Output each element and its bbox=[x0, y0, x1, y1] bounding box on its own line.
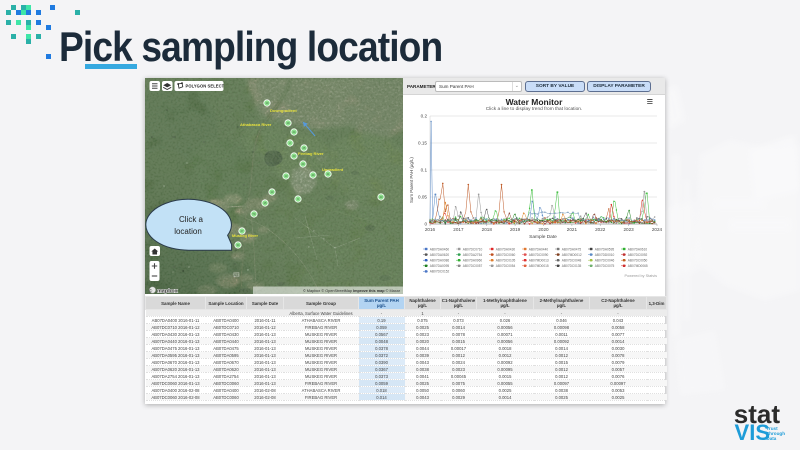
svg-text:location: location bbox=[174, 227, 202, 236]
svg-text:0.2: 0.2 bbox=[421, 114, 428, 119]
svg-text:AB07DA0595: AB07DA0595 bbox=[595, 247, 615, 251]
svg-text:0.15: 0.15 bbox=[418, 141, 427, 146]
svg-text:2024: 2024 bbox=[652, 227, 663, 232]
svg-text:©: © bbox=[149, 289, 153, 294]
svg-text:AB07DC0046: AB07DC0046 bbox=[595, 259, 615, 263]
svg-text:40: 40 bbox=[312, 173, 315, 177]
svg-text:23: 23 bbox=[293, 154, 296, 158]
svg-text:AB07DA0610: AB07DA0610 bbox=[628, 247, 648, 251]
svg-text:2016: 2016 bbox=[425, 227, 436, 232]
svg-text:AB07DA0475: AB07DA0475 bbox=[562, 247, 582, 251]
svg-text:AB07DC0092: AB07DC0092 bbox=[628, 253, 648, 257]
svg-text:13: 13 bbox=[285, 174, 288, 178]
svg-text:AB07DA0086: AB07DA0086 bbox=[430, 259, 450, 263]
svg-text:Downgradient: Downgradient bbox=[270, 108, 297, 113]
svg-text:34: 34 bbox=[237, 243, 240, 247]
svg-text:AB07DC0054: AB07DC0054 bbox=[496, 264, 516, 268]
svg-text:AB07DC0075: AB07DC0075 bbox=[595, 264, 615, 268]
svg-text:AB07DC0048: AB07DC0048 bbox=[562, 259, 582, 263]
svg-text:27: 27 bbox=[241, 229, 244, 233]
svg-text:AB07DA2754: AB07DA2754 bbox=[463, 253, 483, 257]
svg-text:0.05: 0.05 bbox=[418, 195, 427, 200]
svg-text:10: 10 bbox=[266, 101, 269, 105]
svg-text:AB07DC0152: AB07DC0152 bbox=[430, 270, 450, 274]
svg-text:AB07DA0430: AB07DA0430 bbox=[496, 247, 516, 251]
svg-text:AB07DC0050: AB07DC0050 bbox=[628, 259, 648, 263]
svg-text:Upgradient: Upgradient bbox=[322, 167, 344, 172]
svg-text:2020: 2020 bbox=[538, 227, 549, 232]
svg-text:AB07DD0010: AB07DD0010 bbox=[595, 253, 615, 257]
svg-text:20: 20 bbox=[302, 162, 305, 166]
svg-text:AB07DC0710: AB07DC0710 bbox=[463, 247, 483, 251]
svg-text:9: 9 bbox=[297, 197, 299, 201]
svg-text:AB07DC0060: AB07DC0060 bbox=[496, 253, 516, 257]
svg-text:AB07MD0012: AB07MD0012 bbox=[562, 253, 582, 257]
svg-text:Firebag River: Firebag River bbox=[298, 151, 324, 156]
svg-text:13: 13 bbox=[271, 190, 274, 194]
svg-text:15: 15 bbox=[264, 201, 267, 205]
svg-text:AB07MD0015: AB07MD0015 bbox=[529, 264, 549, 268]
svg-text:AB07DA0440: AB07DA0440 bbox=[529, 247, 549, 251]
svg-text:0.1: 0.1 bbox=[421, 168, 428, 173]
svg-text:41: 41 bbox=[327, 172, 330, 176]
svg-text:mapbox: mapbox bbox=[157, 289, 178, 294]
svg-text:AB07DA0460: AB07DA0460 bbox=[430, 247, 450, 251]
svg-text:25: 25 bbox=[303, 146, 306, 150]
svg-text:AB07MD0065: AB07MD0065 bbox=[628, 264, 648, 268]
svg-text:POLYGON SELECT: POLYGON SELECT bbox=[186, 84, 225, 89]
svg-text:TC: TC bbox=[252, 212, 256, 216]
svg-text:AB07DA0960: AB07DA0960 bbox=[463, 259, 483, 263]
svg-text:© Mapbox © OpenStreetMap Impro: © Mapbox © OpenStreetMap Improve this ma… bbox=[303, 289, 401, 293]
svg-text:19: 19 bbox=[287, 121, 290, 125]
svg-text:24: 24 bbox=[293, 130, 296, 134]
svg-text:2023: 2023 bbox=[623, 227, 634, 232]
svg-text:2018: 2018 bbox=[482, 227, 493, 232]
svg-text:AB07DC0105: AB07DC0105 bbox=[496, 259, 516, 263]
svg-text:AB07DA0095: AB07DA0095 bbox=[430, 264, 450, 268]
svg-text:Click a: Click a bbox=[179, 215, 204, 224]
svg-text:AB07DC0090: AB07DC0090 bbox=[529, 253, 549, 257]
svg-text:2017: 2017 bbox=[453, 227, 464, 232]
svg-text:2: 2 bbox=[289, 141, 291, 145]
svg-text:43: 43 bbox=[380, 195, 383, 199]
svg-text:Muskeg River: Muskeg River bbox=[232, 233, 258, 238]
svg-text:AB07DC0135: AB07DC0135 bbox=[562, 264, 582, 268]
svg-text:2019: 2019 bbox=[510, 227, 521, 232]
svg-text:AB07MD0013: AB07MD0013 bbox=[529, 259, 549, 263]
svg-text:AB07DA0620: AB07DA0620 bbox=[430, 253, 450, 257]
svg-text:0: 0 bbox=[424, 222, 427, 227]
svg-text:Athabasca River: Athabasca River bbox=[240, 122, 272, 127]
svg-text:2021: 2021 bbox=[567, 227, 578, 232]
svg-text:2022: 2022 bbox=[595, 227, 606, 232]
svg-text:AB07DC0057: AB07DC0057 bbox=[463, 264, 483, 268]
